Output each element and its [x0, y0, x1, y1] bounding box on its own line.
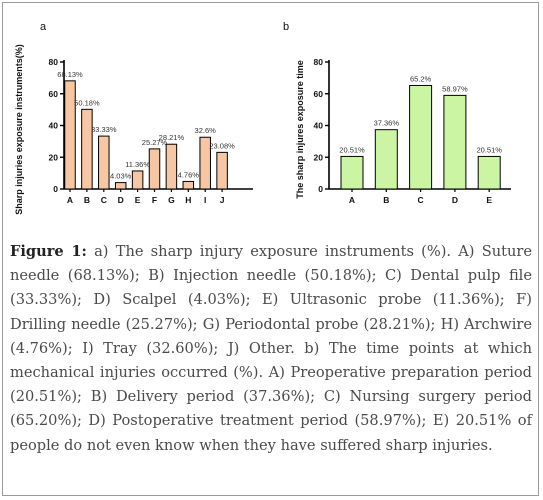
panel-a-category-label-E: E	[135, 195, 141, 205]
panel-a-category-label-C: C	[101, 195, 107, 205]
panel-b-bar-D	[443, 94, 467, 190]
panel-a-data-label-A: 68.13%	[57, 70, 83, 79]
panel-b-category-label-C: C	[418, 195, 424, 205]
panel-b-category-label-D: D	[452, 195, 458, 205]
panel-a-bar-D	[114, 182, 127, 190]
panel-a-category-label-G: G	[168, 195, 175, 205]
figure-charts-svg: a Sharp injuries exposure instruments(%) 0…	[14, 21, 511, 215]
panel-b-y-tick-label: 20	[314, 152, 324, 162]
panel-a-category-label-B: B	[84, 195, 90, 205]
panel-a-bar-B	[81, 108, 93, 190]
panel-a-data-label-D: 4.03%	[110, 172, 132, 181]
panel-a-data-label-C: 33.33%	[91, 125, 117, 134]
panel-a-data-label-F: 25.27%	[142, 138, 168, 147]
charts-area: a Sharp injuries exposure instruments(%) 0…	[0, 0, 543, 232]
panel-a-bar-H	[182, 180, 195, 190]
panel-b-data-label-C: 65.2%	[410, 74, 432, 83]
panel-a-category-label-D: D	[118, 195, 124, 205]
panel-a-bar-C	[98, 135, 110, 190]
panel-a-data-label-B: 50.18%	[74, 98, 100, 107]
panel-a-y-tick-label: 40	[49, 121, 59, 131]
panel-a-y-tick-label: 60	[49, 89, 59, 99]
panel-a-data-label-G: 28.21%	[159, 133, 185, 142]
panel-b-bar-B	[374, 129, 398, 190]
panel-b-y-tick-label: 40	[314, 121, 324, 131]
panel-a-y-axis-label: Sharp injuries exposure instruments(%)	[14, 44, 24, 215]
panel-b-y-axis-label: The sharp injures exposure time	[295, 60, 305, 199]
panel-b-y-tick-label: 60	[314, 89, 324, 99]
panel-a-data-label-J: 23.08%	[209, 141, 235, 150]
figure-caption: Figure 1: a) The sharp injury exposure i…	[10, 240, 532, 458]
panel-a-bar-J	[216, 151, 228, 190]
panel-a-bar-F	[148, 148, 161, 190]
panel-b-category-label-B: B	[383, 195, 389, 205]
caption-label: Figure 1:	[10, 243, 87, 260]
panel-b-category-label-A: A	[349, 195, 355, 205]
panel-a-category-label-A: A	[67, 195, 73, 205]
panel-a-data-label-I: 32.6%	[195, 126, 217, 135]
panel-a-data-label-H: 4.76%	[178, 170, 200, 179]
panel-a-letter: a	[40, 21, 47, 33]
panel-b-data-label-E: 20.51%	[476, 145, 502, 154]
panel-b-bar-C	[409, 84, 433, 190]
panel-a-data-label-E: 11.36%	[125, 160, 150, 169]
panel-b-data-label-B: 37.36%	[374, 119, 400, 128]
panel-a-category-label-I: I	[204, 195, 206, 205]
panel-a-bar-G	[165, 143, 178, 190]
panel-a-category-label-J: J	[220, 195, 225, 205]
panel-b-letter: b	[283, 21, 289, 33]
panel-b-data-label-A: 20.51%	[339, 145, 365, 154]
panel-a-bar-E	[131, 170, 144, 190]
panel-b-y-tick-label: 80	[314, 57, 324, 67]
panel-b-bar-A	[340, 155, 364, 190]
panel-a-y-tick-label: 20	[49, 152, 59, 162]
panel-b-bar-E	[477, 155, 501, 190]
panel-a-bar-A	[64, 80, 76, 190]
figure-frame	[2, 2, 539, 496]
panel-b-y-tick-label: 0	[318, 184, 323, 194]
caption-text: a) The sharp injury exposure instruments…	[10, 243, 532, 454]
panel-a-y-tick-label: 80	[49, 57, 59, 67]
panel-b-data-label-D: 58.97%	[442, 84, 468, 93]
panel-b-category-label-E: E	[486, 195, 492, 205]
panel-a-y-tick-label: 0	[53, 184, 58, 194]
panel-a-category-label-F: F	[152, 195, 157, 205]
panel-a-category-label-H: H	[185, 195, 191, 205]
